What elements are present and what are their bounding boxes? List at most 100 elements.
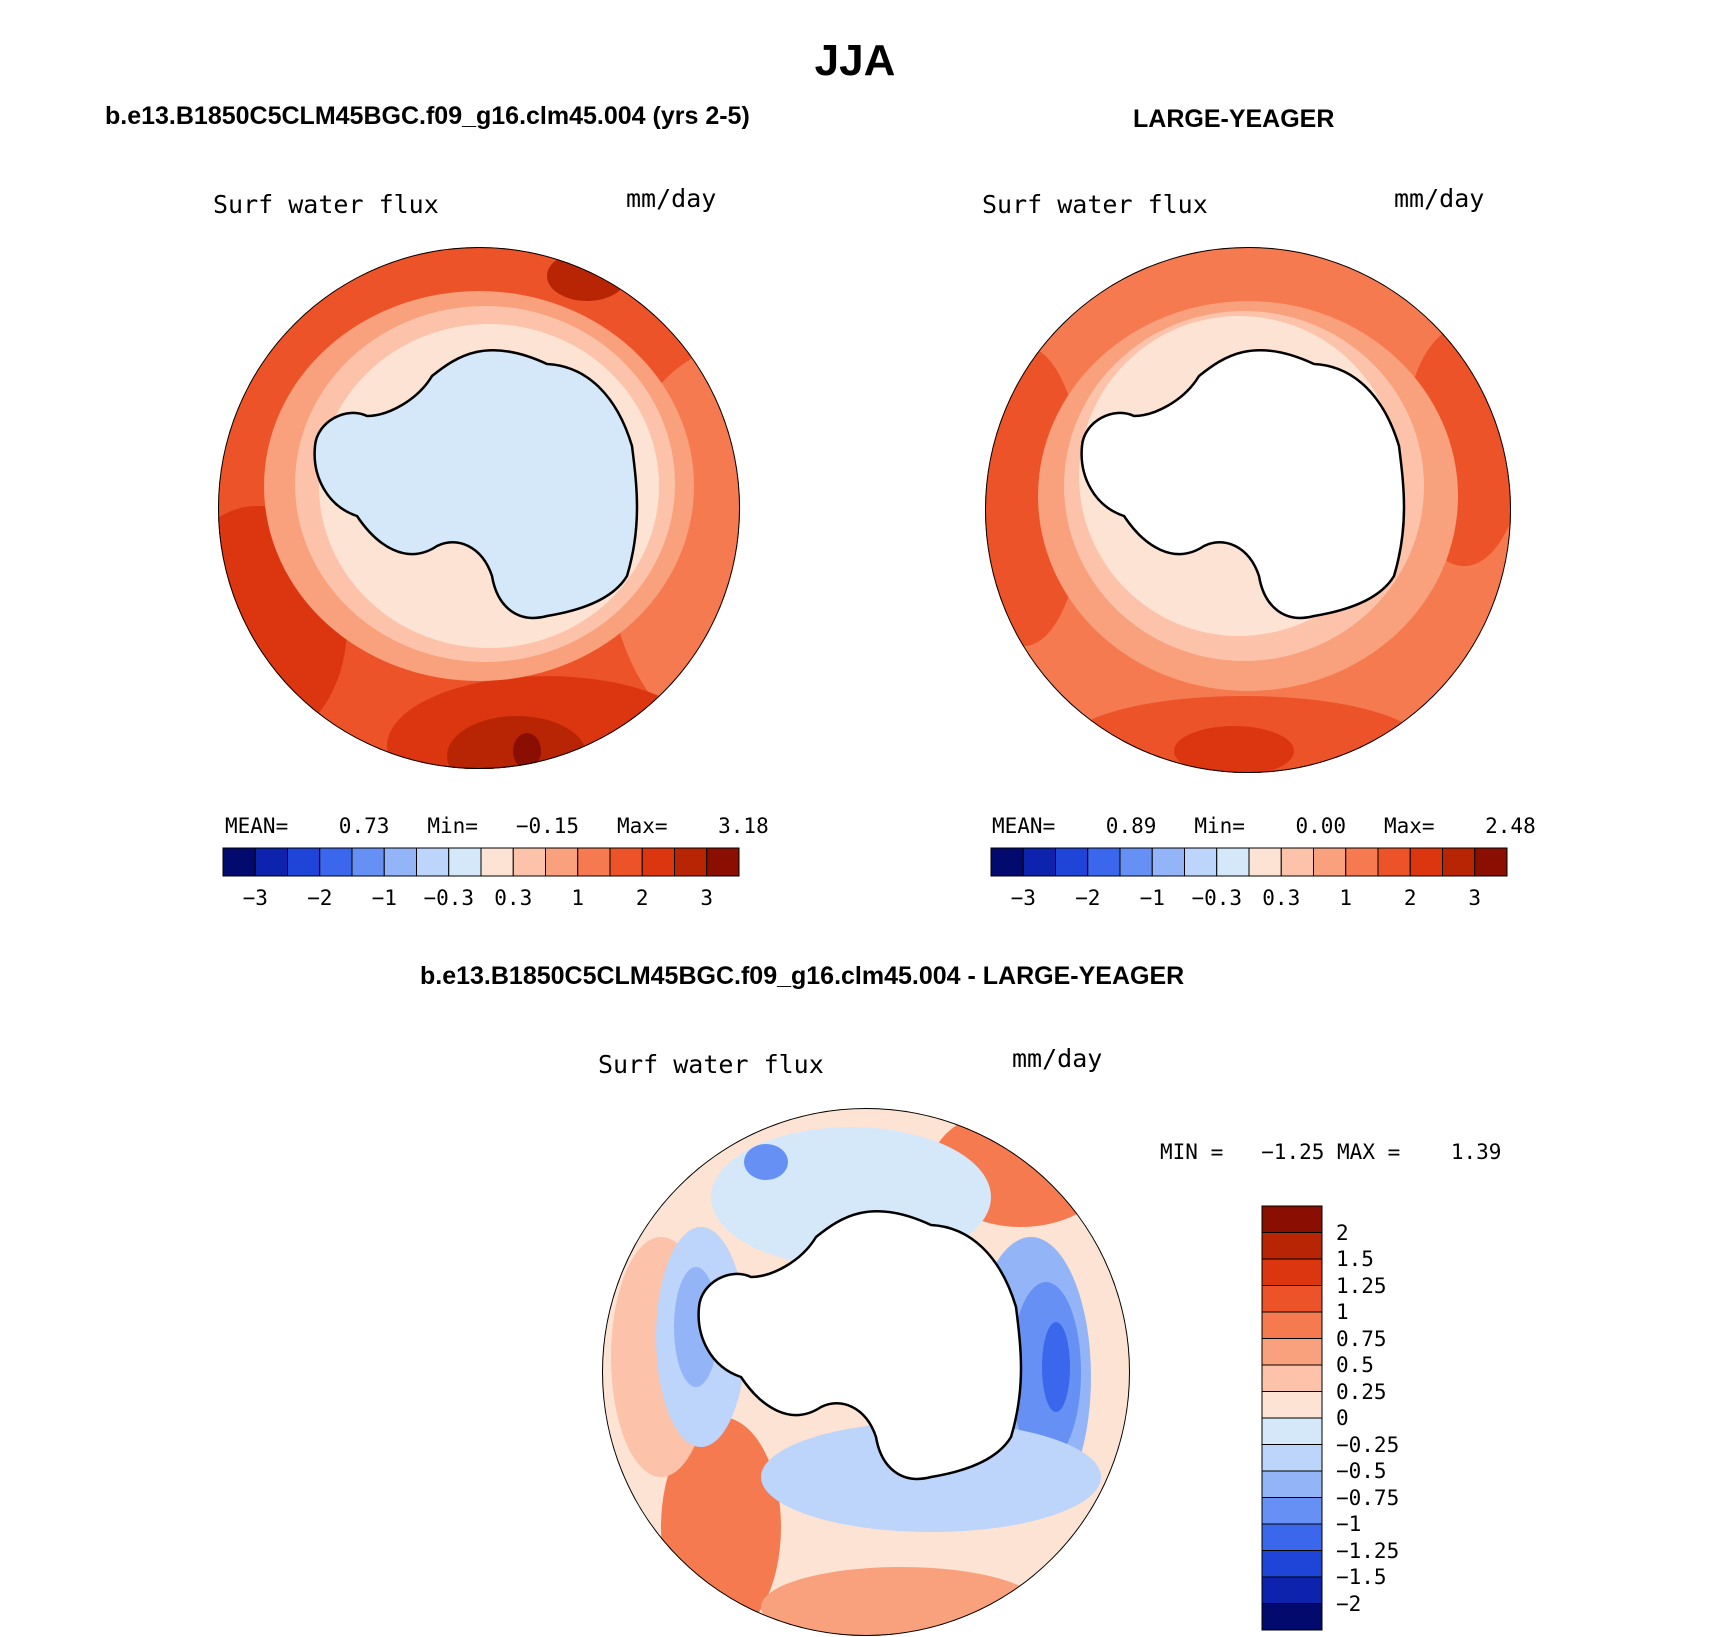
colorbar-tick-label: 1 bbox=[1336, 1300, 1349, 1324]
colorbar-box bbox=[351, 847, 385, 877]
panel-obs-antarctica bbox=[1080, 348, 1406, 620]
panel-diff-polar-map bbox=[602, 1108, 1130, 1636]
colorbar-tick-label: 1.25 bbox=[1336, 1273, 1387, 1298]
colorbar-tick-label: −2 bbox=[1336, 1591, 1362, 1616]
colorbar-box bbox=[1261, 1603, 1323, 1631]
panel-obs-mean-value: 0.89 bbox=[1105, 814, 1157, 838]
colorbar-box bbox=[1261, 1523, 1323, 1551]
colorbar-box bbox=[1377, 847, 1411, 877]
colorbar-tick-label: −0.3 bbox=[1191, 886, 1243, 910]
colorbar-box bbox=[1280, 847, 1314, 877]
colorbar-tick-label: 2 bbox=[1336, 1220, 1349, 1245]
panel-model-min-label: Min= bbox=[427, 814, 478, 838]
colorbar-box bbox=[416, 847, 450, 877]
panel-model-case-title: b.e13.B1850C5CLM45BGC.f09_g16.clm45.004 … bbox=[105, 102, 750, 130]
colorbar-tick-label: 2 bbox=[1403, 886, 1417, 910]
panel-diff-antarctica bbox=[697, 1209, 1023, 1481]
panel-obs-variable-label: Surf water flux bbox=[982, 190, 1208, 219]
panel-model-polar-map bbox=[218, 247, 740, 769]
panel-model-stats: MEAN= 0.73 Min= −0.15 Max= 3.18 bbox=[225, 814, 769, 838]
colorbar-box bbox=[1216, 847, 1250, 877]
colorbar-tick-label: 2 bbox=[635, 886, 649, 910]
colorbar-box bbox=[1119, 847, 1153, 877]
colorbar-box bbox=[1261, 1470, 1323, 1498]
colorbar-box bbox=[319, 847, 353, 877]
panel-model-min-value: −0.15 bbox=[515, 814, 580, 838]
colorbar-tick-label: 3 bbox=[1468, 886, 1482, 910]
panel-obs-min-label: Min= bbox=[1194, 814, 1245, 838]
panel-obs-min-value: 0.00 bbox=[1295, 814, 1347, 838]
colorbar-tick-label: −0.5 bbox=[1336, 1459, 1387, 1483]
colorbar-box bbox=[1261, 1550, 1323, 1578]
colorbar-box bbox=[641, 847, 675, 877]
colorbar-tick-label: 0.75 bbox=[1336, 1326, 1387, 1351]
panel-obs-mean-label: MEAN= bbox=[992, 814, 1056, 838]
panel-obs-max-label: Max= bbox=[1383, 814, 1435, 838]
panel-obs-units-label: mm/day bbox=[1394, 184, 1485, 213]
colorbar-tick-label: −2 bbox=[1075, 886, 1101, 910]
colorbar-box bbox=[545, 847, 579, 877]
colorbar-box bbox=[990, 847, 1024, 877]
panel-diff-variable-label: Surf water flux bbox=[598, 1050, 824, 1079]
colorbar-tick-label: 0.3 bbox=[1262, 886, 1301, 910]
colorbar-tick-label: −1 bbox=[371, 886, 397, 910]
colorbar-box bbox=[1055, 847, 1089, 877]
colorbar-box bbox=[1261, 1311, 1323, 1339]
panel-diff-field-region bbox=[744, 1144, 788, 1180]
colorbar-box bbox=[1261, 1285, 1323, 1313]
colorbar-tick-label: −2 bbox=[307, 886, 333, 910]
colorbar-box bbox=[577, 847, 611, 877]
colorbar-tick-label: −0.75 bbox=[1336, 1485, 1400, 1510]
colorbar-tick-label: 1 bbox=[571, 886, 585, 910]
panel-diff-max-value: 1.39 bbox=[1450, 1140, 1502, 1164]
colorbar-tick-label: 0.25 bbox=[1336, 1379, 1387, 1404]
panel-diff-stats: MIN = −1.25 MAX = 1.39 bbox=[1160, 1140, 1501, 1164]
panel-model-colorbar bbox=[222, 847, 740, 877]
colorbar-tick-label: 1.5 bbox=[1336, 1247, 1374, 1271]
colorbar-box bbox=[1261, 1258, 1323, 1286]
colorbar-box bbox=[1261, 1232, 1323, 1260]
colorbar-box bbox=[480, 847, 514, 877]
panel-model-field-region bbox=[547, 251, 627, 301]
colorbar-box bbox=[512, 847, 546, 877]
panel-obs-colorbar bbox=[990, 847, 1508, 877]
colorbar-box bbox=[1261, 1444, 1323, 1472]
panel-diff-field-region bbox=[1042, 1322, 1070, 1412]
panel-model-units-label: mm/day bbox=[626, 184, 717, 213]
panel-diff-case-title: b.e13.B1850C5CLM45BGC.f09_g16.clm45.004 … bbox=[420, 962, 1185, 990]
panel-diff-max-label: MAX = bbox=[1337, 1140, 1401, 1164]
panel-diff-colorbar-ticks: 2 1.5 1.25 1 0.75 0.5 0.25 0 −0.25 −0.5 −0.75 −1 −1.… bbox=[1336, 1206, 1456, 1630]
panel-model-colorbar-ticks: −3 −2 −1 −0.3 0.3 1 2 3 bbox=[223, 886, 739, 914]
colorbar-tick-label: −0.25 bbox=[1336, 1432, 1400, 1457]
colorbar-tick-label: −1.5 bbox=[1336, 1565, 1387, 1589]
colorbar-box bbox=[1087, 847, 1121, 877]
colorbar-box bbox=[1313, 847, 1347, 877]
colorbar-box bbox=[383, 847, 417, 877]
panel-diff-min-value: −1.25 bbox=[1261, 1140, 1325, 1164]
colorbar-box bbox=[1442, 847, 1476, 877]
colorbar-box bbox=[1261, 1364, 1323, 1392]
colorbar-tick-label: 0.5 bbox=[1336, 1353, 1374, 1377]
colorbar-box bbox=[1151, 847, 1185, 877]
colorbar-box bbox=[1345, 847, 1379, 877]
panel-obs-colorbar-ticks: −3 −2 −1 −0.3 0.3 1 2 3 bbox=[991, 886, 1507, 914]
colorbar-box bbox=[1261, 1391, 1323, 1419]
colorbar-box bbox=[674, 847, 708, 877]
panel-model-variable-label: Surf water flux bbox=[213, 190, 439, 219]
panel-model-mean-label: MEAN= bbox=[225, 814, 289, 838]
colorbar-box bbox=[287, 847, 321, 877]
colorbar-box bbox=[1409, 847, 1443, 877]
colorbar-box bbox=[254, 847, 288, 877]
panel-diff-min-label: MIN = bbox=[1160, 1140, 1224, 1164]
colorbar-tick-label: −1 bbox=[1336, 1512, 1362, 1536]
panel-model-field-region bbox=[513, 733, 541, 769]
colorbar-tick-label: 0 bbox=[1336, 1406, 1349, 1430]
colorbar-box bbox=[1474, 847, 1508, 877]
colorbar-box bbox=[1184, 847, 1218, 877]
colorbar-box bbox=[706, 847, 740, 877]
colorbar-box bbox=[222, 847, 256, 877]
colorbar-tick-label: 3 bbox=[700, 886, 714, 910]
colorbar-tick-label: −1.25 bbox=[1336, 1538, 1400, 1563]
panel-obs-polar-map bbox=[985, 247, 1511, 773]
panel-model-antarctica bbox=[313, 348, 639, 620]
